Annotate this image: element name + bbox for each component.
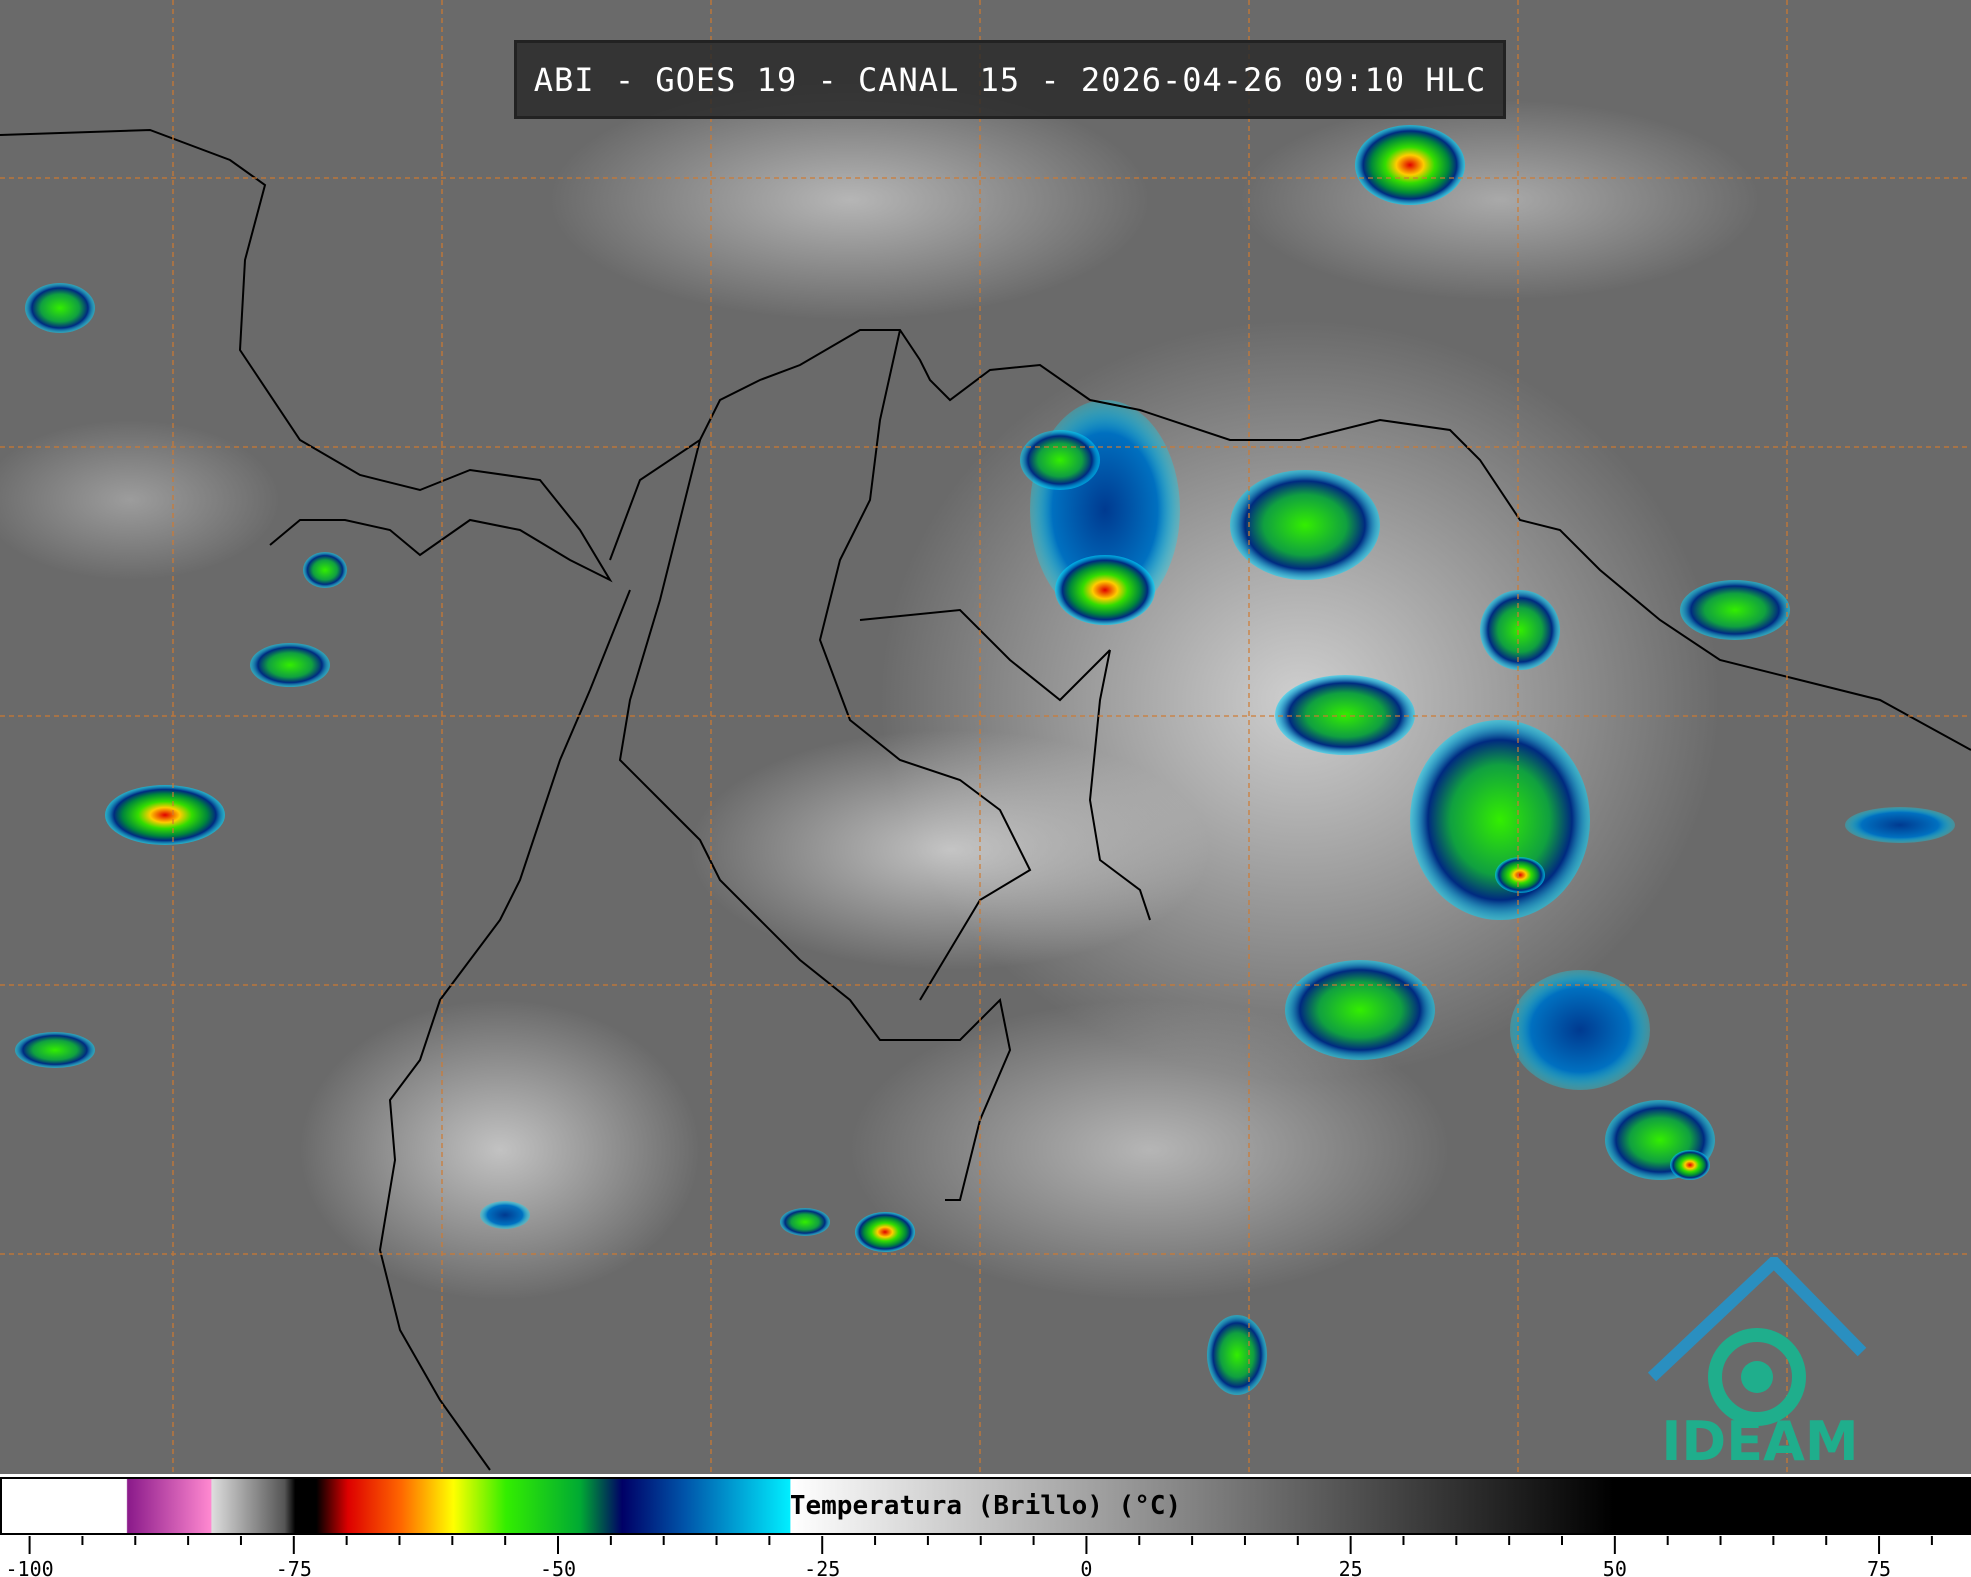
coastlines-borders — [0, 128, 1971, 1471]
colorbar-ticks — [28, 1536, 1933, 1554]
graticule — [0, 0, 1971, 1477]
title-banner: ABI - GOES 19 - CANAL 15 - 2026-04-26 09… — [514, 40, 1506, 119]
tick-label: -75 — [275, 1557, 312, 1577]
tick-label: 0 — [1080, 1557, 1093, 1577]
convective-cells — [15, 125, 1955, 1395]
tick-label: -25 — [804, 1557, 841, 1577]
tick-label: -100 — [5, 1557, 54, 1577]
colorbar: Temperatura (Brillo) (°C) -100 -75 -50 -25 0… — [0, 1474, 1971, 1577]
cloud-fields — [0, 80, 1760, 1300]
tick-label: 25 — [1338, 1557, 1363, 1577]
title-text: ABI - GOES 19 - CANAL 15 - 2026-04-26 09… — [533, 60, 1487, 99]
tick-label: 75 — [1867, 1557, 1892, 1577]
colorbar-label: Temperatura (Brillo) (°C) — [789, 1491, 1182, 1521]
colorbar-gradient — [0, 1477, 1971, 1535]
satellite-map — [0, 0, 1971, 1477]
ideam-logo — [1647, 1257, 1867, 1426]
tick-label: -50 — [539, 1557, 577, 1577]
ideam-logo-text: IDEAM — [1661, 1410, 1859, 1473]
tick-label: 50 — [1602, 1557, 1627, 1577]
